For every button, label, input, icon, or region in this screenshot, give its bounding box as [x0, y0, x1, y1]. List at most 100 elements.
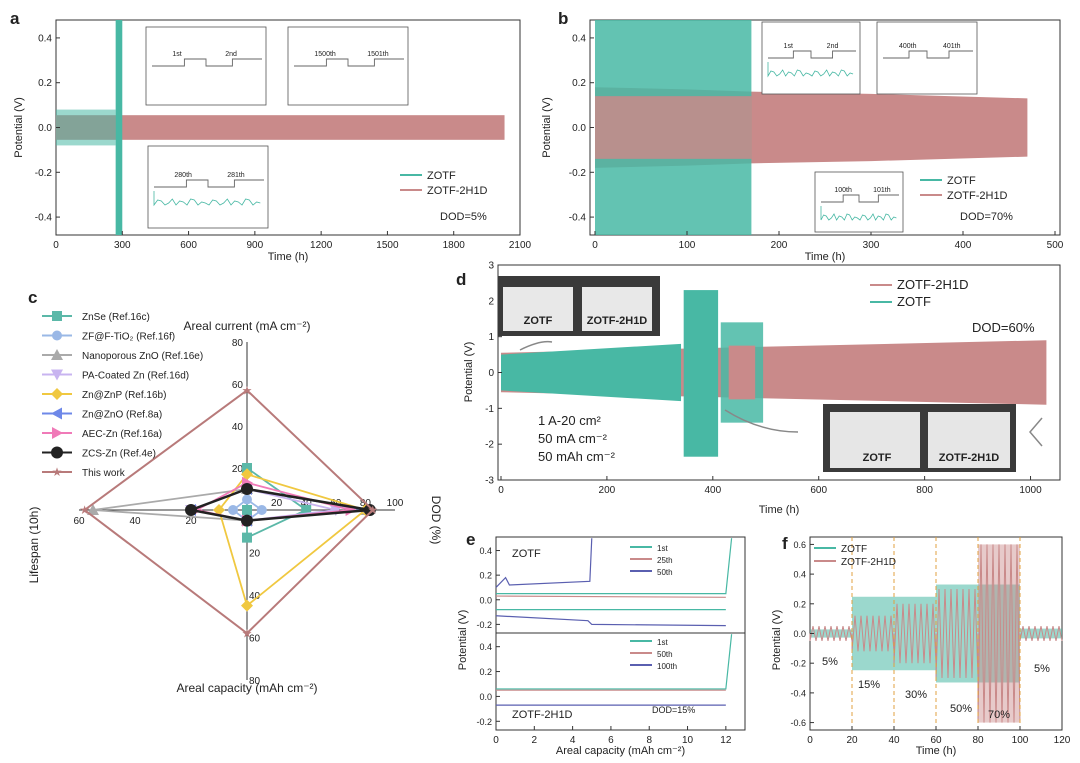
panel-f-ytick-label: -0.4: [790, 688, 806, 698]
inset-cycle-label: 401th: [943, 43, 961, 50]
series-zotf-2h1d-trace: [1019, 625, 1063, 642]
arrow-icon: [519, 340, 553, 351]
series-zotf-2h1d-trace: [893, 603, 937, 664]
panel-f-legend-zotf: ZOTF: [841, 544, 867, 555]
panel-d-condition-note: 50 mA cm⁻²: [538, 431, 608, 446]
panel-d-photo-small-cells: ZOTF ZOTF-2H1D: [498, 276, 660, 336]
panel-d-xtick-label: 400: [704, 485, 721, 496]
panel-f-ytick-label: -0.2: [790, 659, 806, 669]
inset-cycle-label: 280th: [174, 172, 192, 179]
panel-e-top-ytick-label: 0.4: [479, 546, 492, 556]
panel-e-top-title: ZOTF: [512, 548, 541, 560]
radar-legend-label: ZnSe (Ref.16c): [82, 312, 150, 323]
panel-e-dod: DOD=15%: [652, 705, 695, 715]
panel-d-ytick-label: -3: [485, 476, 494, 487]
panel-b: 0 100 200 300 400 500 0.4 0.2 0.0 -0.2 -0.4 Time (h…: [569, 19, 1064, 263]
panel-d-legend-zotf: ZOTF: [897, 294, 931, 309]
radar-point: [87, 504, 99, 515]
inset-trace: [152, 58, 262, 67]
radar-point: [241, 599, 253, 612]
series-zotf-2h1d-band: [978, 544, 1020, 723]
panel-f-ytick-label: 0.6: [793, 540, 806, 550]
panel-b-ylabel: Potential (V): [541, 97, 553, 158]
panel-d-condition-note: 50 mAh cm⁻²: [538, 449, 616, 464]
panel-d-xlabel: Time (h): [759, 504, 800, 516]
panel-b-inset-2: 400th 401th: [876, 21, 978, 95]
series-zotf-2h1d-band: [56, 115, 505, 140]
series-zotf-2h1d-trace: [851, 615, 895, 652]
panel-b-xlabel: Time (h): [805, 251, 846, 263]
radar-point: [256, 505, 267, 515]
panel-e-top-legend: 50th: [657, 568, 673, 577]
panel-b-ytick-label: -0.2: [569, 168, 587, 179]
radar-up-tick: 60: [232, 380, 244, 391]
curve-zotf-50th-strip: [495, 615, 726, 627]
panel-b-ytick-label: 0.0: [572, 123, 586, 134]
panel-e-label: e: [466, 530, 475, 549]
photo-pouch-cell: [503, 287, 573, 331]
panel-a-ytick-label: 0.0: [38, 123, 52, 134]
radar-point: [241, 514, 253, 527]
panel-d-xtick-label: 1000: [1019, 485, 1042, 496]
series-zotf-band: [1020, 628, 1062, 639]
photo-pouch-cell: [582, 287, 652, 331]
panel-e-xtick-label: 2: [532, 735, 538, 746]
panel-e-top-legend: 1st: [657, 544, 668, 553]
panel-d-ylabel: Potential (V): [463, 342, 475, 403]
panel-b-legend-zotf-2h1d: ZOTF-2H1D: [947, 190, 1008, 202]
arrow-icon: [724, 409, 799, 433]
panel-f-xtick-label: 120: [1054, 735, 1071, 746]
panel-d-xtick-label: 200: [599, 485, 616, 496]
panel-e-bottom-legend: 1st: [657, 638, 668, 647]
panel-b-xtick-label: 300: [863, 240, 880, 251]
panel-a-inset-2: 1500th 1501th: [287, 26, 409, 106]
panel-e-top-legend: 25th: [657, 556, 673, 565]
panel-a-inset-3: 280th 281th: [147, 145, 269, 229]
panel-a-ylabel: Potential (V): [13, 97, 25, 158]
radar-point: [242, 505, 252, 515]
series-zotf-band: [852, 596, 894, 671]
panel-d-dod: DOD=60%: [972, 320, 1035, 335]
panel-f-xtick-label: 60: [930, 735, 942, 746]
inset-zotf-trace: [820, 206, 897, 221]
inset-cycle-label: 281th: [227, 172, 245, 179]
panel-e-top-ytick-label: -0.2: [476, 620, 492, 630]
panel-f-xtick-label: 20: [846, 735, 858, 746]
panel-e-bottom-legend: 100th: [657, 662, 677, 671]
radar-down-tick: 60: [249, 634, 261, 645]
panel-d-condition-note: 1 A-20 cm²: [538, 413, 602, 428]
panel-d-photo-large-cells: ZOTF ZOTF-2H1D: [823, 404, 1016, 472]
panel-f-stage-label: 15%: [858, 679, 880, 691]
panel-d-legend-zotf-2h1d: ZOTF-2H1D: [897, 277, 969, 292]
inset-cycle-label: 100th: [834, 187, 852, 194]
radar-up-tick: 20: [232, 464, 244, 475]
panel-f-xtick-label: 80: [972, 735, 984, 746]
panel-d-ytick-label: -2: [485, 440, 494, 451]
series-zotf-2h1d-trace: [809, 625, 853, 642]
panel-f-legend-zotf-2h1d: ZOTF-2H1D: [841, 557, 896, 568]
radar-left-tick: 20: [185, 516, 197, 527]
radar-up-tick: 40: [232, 422, 244, 433]
radar-legend-label: Nanoporous ZnO (Ref.16e): [82, 351, 203, 362]
radar-down-tick: 40: [249, 591, 261, 602]
panel-a-inset-1: 1st 2nd: [145, 26, 267, 106]
radar-right-tick: 100: [387, 498, 404, 509]
radar-legend-label: ZCS-Zn (Ref.4e): [82, 449, 156, 460]
panel-b-ytick-label: -0.4: [569, 213, 587, 224]
panel-a-xtick-label: 1200: [310, 240, 333, 251]
panel-f-label: f: [782, 534, 788, 553]
series-zotf-2h1d-overlap: [728, 345, 756, 400]
panel-f-stage-label: 70%: [988, 709, 1010, 721]
radar-point: [363, 504, 376, 516]
series-zotf-short-circuit: [115, 20, 123, 235]
panel-e-top-ytick-label: 0.2: [479, 571, 492, 581]
radar-point: [51, 407, 62, 420]
inset-trace: [883, 50, 973, 59]
radar-top-axis-title: Areal current (mA cm⁻²): [183, 319, 310, 333]
panel-a-xtick-label: 900: [247, 240, 264, 251]
panel-e-xtick-label: 12: [720, 735, 732, 746]
panel-b-label: b: [558, 9, 568, 28]
radar-point: [242, 463, 252, 473]
radar-point: ★: [242, 626, 253, 640]
panel-f-stage-label: 30%: [905, 689, 927, 701]
